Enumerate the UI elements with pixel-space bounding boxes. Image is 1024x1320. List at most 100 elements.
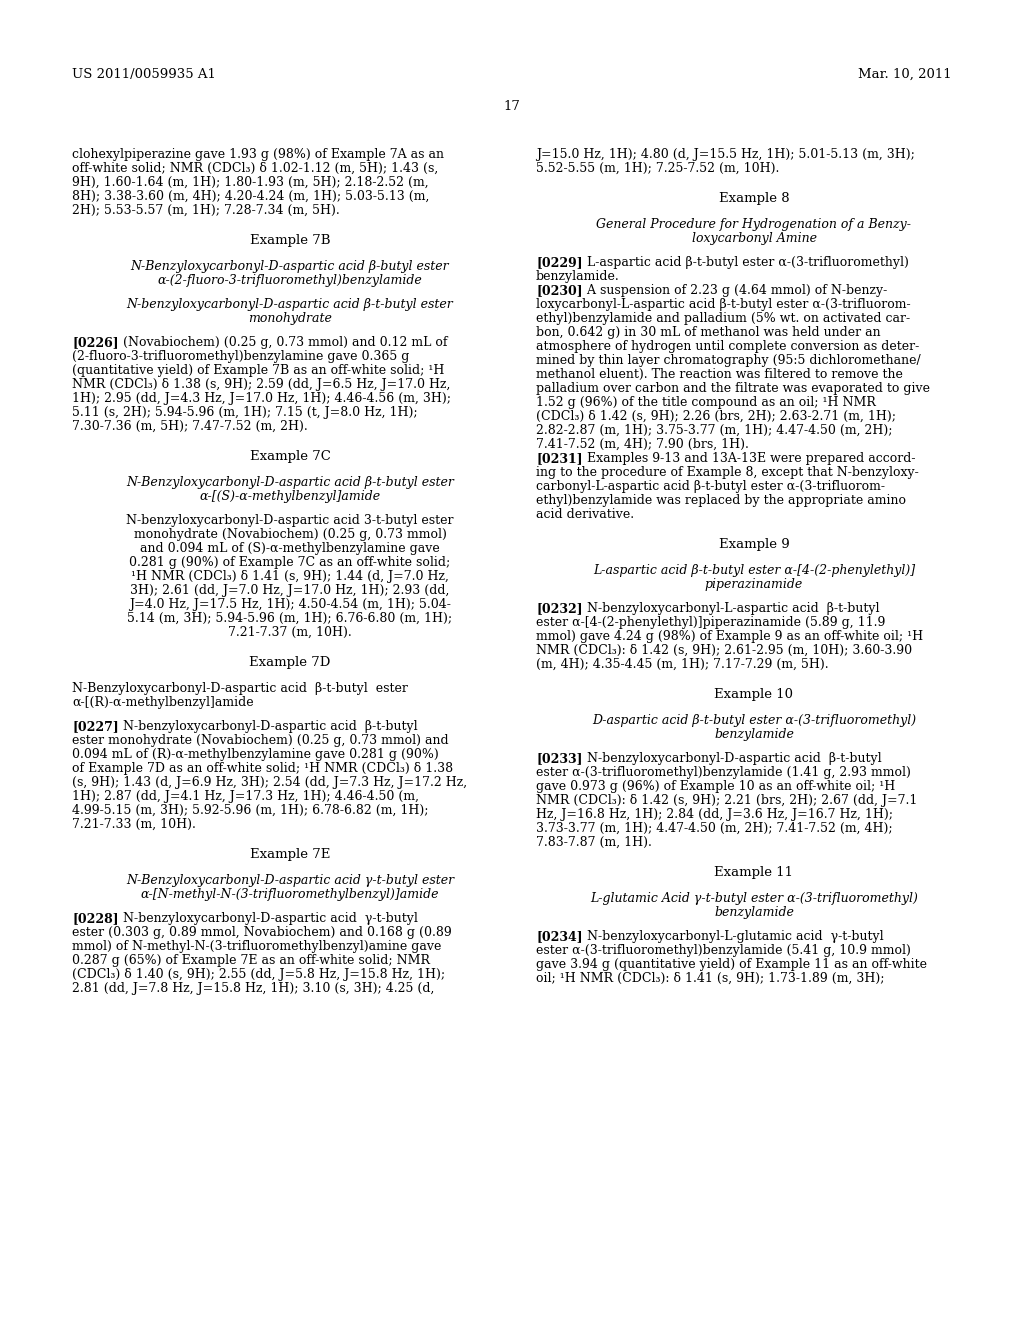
- Text: bon, 0.642 g) in 30 mL of methanol was held under an: bon, 0.642 g) in 30 mL of methanol was h…: [536, 326, 881, 339]
- Text: monohydrate (Novabiochem) (0.25 g, 0.73 mmol): monohydrate (Novabiochem) (0.25 g, 0.73 …: [133, 528, 446, 541]
- Text: 9H), 1.60-1.64 (m, 1H); 1.80-1.93 (m, 5H); 2.18-2.52 (m,: 9H), 1.60-1.64 (m, 1H); 1.80-1.93 (m, 5H…: [72, 176, 429, 189]
- Text: ester α-[4-(2-phenylethyl)]piperazinamide (5.89 g, 11.9: ester α-[4-(2-phenylethyl)]piperazinamid…: [536, 616, 886, 630]
- Text: N-Benzyloxycarbonyl-D-aspartic acid γ-t-butyl ester: N-Benzyloxycarbonyl-D-aspartic acid γ-t-…: [126, 874, 454, 887]
- Text: N-benzyloxycarbonyl-D-aspartic acid  β-t-butyl: N-benzyloxycarbonyl-D-aspartic acid β-t-…: [575, 752, 882, 766]
- Text: 3H); 2.61 (dd, J=7.0 Hz, J=17.0 Hz, 1H); 2.93 (dd,: 3H); 2.61 (dd, J=7.0 Hz, J=17.0 Hz, 1H);…: [130, 583, 450, 597]
- Text: [0234]: [0234]: [536, 931, 583, 942]
- Text: palladium over carbon and the filtrate was evaporated to give: palladium over carbon and the filtrate w…: [536, 381, 930, 395]
- Text: [0228]: [0228]: [72, 912, 119, 925]
- Text: ester (0.303 g, 0.89 mmol, Novabiochem) and 0.168 g (0.89: ester (0.303 g, 0.89 mmol, Novabiochem) …: [72, 927, 452, 939]
- Text: 5.11 (s, 2H); 5.94-5.96 (m, 1H); 7.15 (t, J=8.0 Hz, 1H);: 5.11 (s, 2H); 5.94-5.96 (m, 1H); 7.15 (t…: [72, 407, 418, 418]
- Text: α-[N-methyl-N-(3-trifluoromethylbenzyl)]amide: α-[N-methyl-N-(3-trifluoromethylbenzyl)]…: [140, 888, 439, 902]
- Text: NMR (CDCl₃) δ 1.38 (s, 9H); 2.59 (dd, J=6.5 Hz, J=17.0 Hz,: NMR (CDCl₃) δ 1.38 (s, 9H); 2.59 (dd, J=…: [72, 378, 451, 391]
- Text: Example 11: Example 11: [715, 866, 794, 879]
- Text: (Novabiochem) (0.25 g, 0.73 mmol) and 0.12 mL of: (Novabiochem) (0.25 g, 0.73 mmol) and 0.…: [112, 337, 447, 348]
- Text: J=4.0 Hz, J=17.5 Hz, 1H); 4.50-4.54 (m, 1H); 5.04-: J=4.0 Hz, J=17.5 Hz, 1H); 4.50-4.54 (m, …: [129, 598, 451, 611]
- Text: N-benzyloxycarbonyl-D-aspartic acid 3-t-butyl ester: N-benzyloxycarbonyl-D-aspartic acid 3-t-…: [126, 513, 454, 527]
- Text: L-aspartic acid β-t-butyl ester α-(3-trifluoromethyl): L-aspartic acid β-t-butyl ester α-(3-tri…: [575, 256, 909, 269]
- Text: ester α-(3-trifluoromethyl)benzylamide (5.41 g, 10.9 mmol): ester α-(3-trifluoromethyl)benzylamide (…: [536, 944, 911, 957]
- Text: N-benzyloxycarbonyl-D-aspartic acid  β-t-butyl: N-benzyloxycarbonyl-D-aspartic acid β-t-…: [112, 719, 418, 733]
- Text: N-benzyloxycarbonyl-D-aspartic acid β-t-butyl ester: N-benzyloxycarbonyl-D-aspartic acid β-t-…: [127, 298, 454, 312]
- Text: clohexylpiperazine gave 1.93 g (98%) of Example 7A as an: clohexylpiperazine gave 1.93 g (98%) of …: [72, 148, 444, 161]
- Text: [0227]: [0227]: [72, 719, 119, 733]
- Text: mmol) of N-methyl-N-(3-trifluoromethylbenzyl)amine gave: mmol) of N-methyl-N-(3-trifluoromethylbe…: [72, 940, 441, 953]
- Text: NMR (CDCl₃): δ 1.42 (s, 9H); 2.61-2.95 (m, 10H); 3.60-3.90: NMR (CDCl₃): δ 1.42 (s, 9H); 2.61-2.95 (…: [536, 644, 912, 657]
- Text: loxycarbonyl Amine: loxycarbonyl Amine: [691, 232, 816, 246]
- Text: 8H); 3.38-3.60 (m, 4H); 4.20-4.24 (m, 1H); 5.03-5.13 (m,: 8H); 3.38-3.60 (m, 4H); 4.20-4.24 (m, 1H…: [72, 190, 429, 203]
- Text: Example 7B: Example 7B: [250, 234, 331, 247]
- Text: gave 3.94 g (quantitative yield) of Example 11 as an off-white: gave 3.94 g (quantitative yield) of Exam…: [536, 958, 927, 972]
- Text: 7.21-7.37 (m, 10H).: 7.21-7.37 (m, 10H).: [228, 626, 352, 639]
- Text: mined by thin layer chromatography (95:5 dichloromethane/: mined by thin layer chromatography (95:5…: [536, 354, 921, 367]
- Text: piperazinamide: piperazinamide: [705, 578, 803, 591]
- Text: Example 9: Example 9: [719, 539, 790, 550]
- Text: Example 7E: Example 7E: [250, 847, 330, 861]
- Text: D-aspartic acid β-t-butyl ester α-(3-trifluoromethyl): D-aspartic acid β-t-butyl ester α-(3-tri…: [592, 714, 916, 727]
- Text: General Procedure for Hydrogenation of a Benzy-: General Procedure for Hydrogenation of a…: [597, 218, 911, 231]
- Text: (CDCl₃) δ 1.42 (s, 9H); 2.26 (brs, 2H); 2.63-2.71 (m, 1H);: (CDCl₃) δ 1.42 (s, 9H); 2.26 (brs, 2H); …: [536, 411, 896, 422]
- Text: [0226]: [0226]: [72, 337, 119, 348]
- Text: 1.52 g (96%) of the title compound as an oil; ¹H NMR: 1.52 g (96%) of the title compound as an…: [536, 396, 876, 409]
- Text: N-Benzyloxycarbonyl-D-aspartic acid β-butyl ester: N-Benzyloxycarbonyl-D-aspartic acid β-bu…: [131, 260, 450, 273]
- Text: off-white solid; NMR (CDCl₃) δ 1.02-1.12 (m, 5H); 1.43 (s,: off-white solid; NMR (CDCl₃) δ 1.02-1.12…: [72, 162, 438, 176]
- Text: A suspension of 2.23 g (4.64 mmol) of N-benzy-: A suspension of 2.23 g (4.64 mmol) of N-…: [575, 284, 888, 297]
- Text: Example 8: Example 8: [719, 191, 790, 205]
- Text: ester monohydrate (Novabiochem) (0.25 g, 0.73 mmol) and: ester monohydrate (Novabiochem) (0.25 g,…: [72, 734, 449, 747]
- Text: gave 0.973 g (96%) of Example 10 as an off-white oil; ¹H: gave 0.973 g (96%) of Example 10 as an o…: [536, 780, 895, 793]
- Text: L-aspartic acid β-t-butyl ester α-[4-(2-phenylethyl)]: L-aspartic acid β-t-butyl ester α-[4-(2-…: [593, 564, 915, 577]
- Text: 3.73-3.77 (m, 1H); 4.47-4.50 (m, 2H); 7.41-7.52 (m, 4H);: 3.73-3.77 (m, 1H); 4.47-4.50 (m, 2H); 7.…: [536, 822, 893, 836]
- Text: ethyl)benzylamide was replaced by the appropriate amino: ethyl)benzylamide was replaced by the ap…: [536, 494, 906, 507]
- Text: acid derivative.: acid derivative.: [536, 508, 634, 521]
- Text: monohydrate: monohydrate: [248, 312, 332, 325]
- Text: of Example 7D as an off-white solid; ¹H NMR (CDCl₃) δ 1.38: of Example 7D as an off-white solid; ¹H …: [72, 762, 454, 775]
- Text: ester α-(3-trifluoromethyl)benzylamide (1.41 g, 2.93 mmol): ester α-(3-trifluoromethyl)benzylamide (…: [536, 766, 911, 779]
- Text: 1H); 2.95 (dd, J=4.3 Hz, J=17.0 Hz, 1H); 4.46-4.56 (m, 3H);: 1H); 2.95 (dd, J=4.3 Hz, J=17.0 Hz, 1H);…: [72, 392, 451, 405]
- Text: 2.82-2.87 (m, 1H); 3.75-3.77 (m, 1H); 4.47-4.50 (m, 2H);: 2.82-2.87 (m, 1H); 3.75-3.77 (m, 1H); 4.…: [536, 424, 893, 437]
- Text: [0231]: [0231]: [536, 451, 583, 465]
- Text: N-benzyloxycarbonyl-L-glutamic acid  γ-t-butyl: N-benzyloxycarbonyl-L-glutamic acid γ-t-…: [575, 931, 884, 942]
- Text: 0.094 mL of (R)-α-methylbenzylamine gave 0.281 g (90%): 0.094 mL of (R)-α-methylbenzylamine gave…: [72, 748, 438, 762]
- Text: (s, 9H); 1.43 (d, J=6.9 Hz, 3H); 2.54 (dd, J=7.3 Hz, J=17.2 Hz,: (s, 9H); 1.43 (d, J=6.9 Hz, 3H); 2.54 (d…: [72, 776, 467, 789]
- Text: Hz, J=16.8 Hz, 1H); 2.84 (dd, J=3.6 Hz, J=16.7 Hz, 1H);: Hz, J=16.8 Hz, 1H); 2.84 (dd, J=3.6 Hz, …: [536, 808, 893, 821]
- Text: carbonyl-L-aspartic acid β-t-butyl ester α-(3-trifluorom-: carbonyl-L-aspartic acid β-t-butyl ester…: [536, 480, 885, 492]
- Text: 5.14 (m, 3H); 5.94-5.96 (m, 1H); 6.76-6.80 (m, 1H);: 5.14 (m, 3H); 5.94-5.96 (m, 1H); 6.76-6.…: [127, 612, 453, 624]
- Text: [0229]: [0229]: [536, 256, 583, 269]
- Text: N-Benzyloxycarbonyl-D-aspartic acid β-t-butyl ester: N-Benzyloxycarbonyl-D-aspartic acid β-t-…: [126, 477, 454, 488]
- Text: Example 7D: Example 7D: [249, 656, 331, 669]
- Text: L-glutamic Acid γ-t-butyl ester α-(3-trifluoromethyl): L-glutamic Acid γ-t-butyl ester α-(3-tri…: [590, 892, 918, 906]
- Text: 7.41-7.52 (m, 4H); 7.90 (brs, 1H).: 7.41-7.52 (m, 4H); 7.90 (brs, 1H).: [536, 438, 749, 451]
- Text: Mar. 10, 2011: Mar. 10, 2011: [858, 69, 952, 81]
- Text: N-Benzyloxycarbonyl-D-aspartic acid  β-t-butyl  ester: N-Benzyloxycarbonyl-D-aspartic acid β-t-…: [72, 682, 408, 696]
- Text: 7.83-7.87 (m, 1H).: 7.83-7.87 (m, 1H).: [536, 836, 652, 849]
- Text: 17: 17: [504, 100, 520, 114]
- Text: mmol) gave 4.24 g (98%) of Example 9 as an off-white oil; ¹H: mmol) gave 4.24 g (98%) of Example 9 as …: [536, 630, 923, 643]
- Text: benzylamide: benzylamide: [714, 729, 794, 741]
- Text: 1H); 2.87 (dd, J=4.1 Hz, J=17.3 Hz, 1H); 4.46-4.50 (m,: 1H); 2.87 (dd, J=4.1 Hz, J=17.3 Hz, 1H);…: [72, 789, 419, 803]
- Text: loxycarbonyl-L-aspartic acid β-t-butyl ester α-(3-trifluorom-: loxycarbonyl-L-aspartic acid β-t-butyl e…: [536, 298, 910, 312]
- Text: benzylamide.: benzylamide.: [536, 271, 620, 282]
- Text: (2-fluoro-3-trifluoromethyl)benzylamine gave 0.365 g: (2-fluoro-3-trifluoromethyl)benzylamine …: [72, 350, 410, 363]
- Text: 0.287 g (65%) of Example 7E as an off-white solid; NMR: 0.287 g (65%) of Example 7E as an off-wh…: [72, 954, 430, 968]
- Text: 2.81 (dd, J=7.8 Hz, J=15.8 Hz, 1H); 3.10 (s, 3H); 4.25 (d,: 2.81 (dd, J=7.8 Hz, J=15.8 Hz, 1H); 3.10…: [72, 982, 434, 995]
- Text: methanol eluent). The reaction was filtered to remove the: methanol eluent). The reaction was filte…: [536, 368, 903, 381]
- Text: 2H); 5.53-5.57 (m, 1H); 7.28-7.34 (m, 5H).: 2H); 5.53-5.57 (m, 1H); 7.28-7.34 (m, 5H…: [72, 205, 340, 216]
- Text: 5.52-5.55 (m, 1H); 7.25-7.52 (m, 10H).: 5.52-5.55 (m, 1H); 7.25-7.52 (m, 10H).: [536, 162, 779, 176]
- Text: 7.30-7.36 (m, 5H); 7.47-7.52 (m, 2H).: 7.30-7.36 (m, 5H); 7.47-7.52 (m, 2H).: [72, 420, 308, 433]
- Text: α-(2-fluoro-3-trifluoromethyl)benzylamide: α-(2-fluoro-3-trifluoromethyl)benzylamid…: [158, 275, 422, 286]
- Text: (CDCl₃) δ 1.40 (s, 9H); 2.55 (dd, J=5.8 Hz, J=15.8 Hz, 1H);: (CDCl₃) δ 1.40 (s, 9H); 2.55 (dd, J=5.8 …: [72, 968, 445, 981]
- Text: N-benzyloxycarbonyl-L-aspartic acid  β-t-butyl: N-benzyloxycarbonyl-L-aspartic acid β-t-…: [575, 602, 880, 615]
- Text: [0230]: [0230]: [536, 284, 583, 297]
- Text: N-benzyloxycarbonyl-D-aspartic acid  γ-t-butyl: N-benzyloxycarbonyl-D-aspartic acid γ-t-…: [112, 912, 419, 925]
- Text: atmosphere of hydrogen until complete conversion as deter-: atmosphere of hydrogen until complete co…: [536, 341, 920, 352]
- Text: α-[(S)-α-methylbenzyl]amide: α-[(S)-α-methylbenzyl]amide: [200, 490, 381, 503]
- Text: Examples 9-13 and 13A-13E were prepared accord-: Examples 9-13 and 13A-13E were prepared …: [575, 451, 916, 465]
- Text: NMR (CDCl₃): δ 1.42 (s, 9H); 2.21 (brs, 2H); 2.67 (dd, J=7.1: NMR (CDCl₃): δ 1.42 (s, 9H); 2.21 (brs, …: [536, 795, 918, 807]
- Text: 7.21-7.33 (m, 10H).: 7.21-7.33 (m, 10H).: [72, 818, 196, 832]
- Text: benzylamide: benzylamide: [714, 906, 794, 919]
- Text: [0233]: [0233]: [536, 752, 583, 766]
- Text: ethyl)benzylamide and palladium (5% wt. on activated car-: ethyl)benzylamide and palladium (5% wt. …: [536, 312, 910, 325]
- Text: (quantitative yield) of Example 7B as an off-white solid; ¹H: (quantitative yield) of Example 7B as an…: [72, 364, 444, 378]
- Text: ¹H NMR (CDCl₃) δ 1.41 (s, 9H); 1.44 (d, J=7.0 Hz,: ¹H NMR (CDCl₃) δ 1.41 (s, 9H); 1.44 (d, …: [131, 570, 449, 583]
- Text: oil; ¹H NMR (CDCl₃): δ 1.41 (s, 9H); 1.73-1.89 (m, 3H);: oil; ¹H NMR (CDCl₃): δ 1.41 (s, 9H); 1.7…: [536, 972, 885, 985]
- Text: [0232]: [0232]: [536, 602, 583, 615]
